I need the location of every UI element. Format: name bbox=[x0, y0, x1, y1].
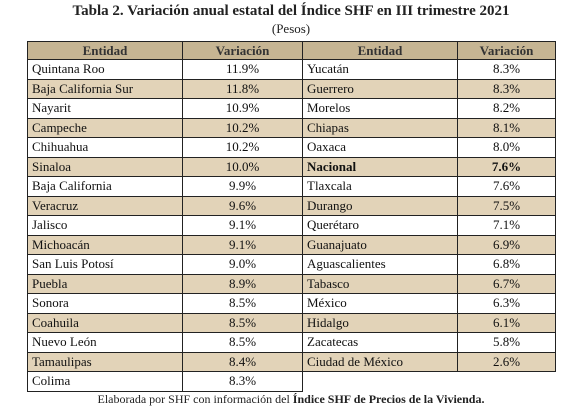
entidad-cell: Morelos bbox=[302, 98, 458, 119]
entidad-cell: Oaxaca bbox=[302, 137, 458, 158]
entidad-cell: Nuevo León bbox=[27, 332, 183, 353]
entidad-cell: Ciudad de México bbox=[302, 351, 458, 372]
footer-source: Índice SHF de Precios de la Vivienda. bbox=[292, 392, 485, 406]
variacion-cell: 8.2% bbox=[457, 98, 556, 119]
entidad-cell: Yucatán bbox=[302, 59, 458, 80]
variacion-cell: 11.8% bbox=[182, 78, 303, 99]
entidad-cell: Guanajuato bbox=[302, 234, 458, 255]
entidad-cell: Nayarit bbox=[27, 98, 183, 119]
entidad-cell: Tabasco bbox=[302, 273, 458, 294]
variacion-cell: 2.6% bbox=[457, 351, 556, 372]
column-header: Variación bbox=[182, 41, 303, 60]
entidad-cell: Querétaro bbox=[302, 215, 458, 236]
variacion-cell: 7.1% bbox=[457, 215, 556, 236]
table-subtitle: (Pesos) bbox=[271, 21, 311, 36]
variacion-cell: 9.6% bbox=[182, 195, 303, 216]
variacion-cell: 8.9% bbox=[182, 273, 303, 294]
variacion-cell: 8.3% bbox=[182, 371, 303, 392]
variacion-cell: 8.5% bbox=[182, 332, 303, 353]
entidad-cell: Michoacán bbox=[27, 234, 183, 255]
variacion-cell: 8.5% bbox=[182, 293, 303, 314]
entidad-cell: Puebla bbox=[27, 273, 183, 294]
variacion-cell: 9.1% bbox=[182, 215, 303, 236]
entidad-cell: Chiapas bbox=[302, 117, 458, 138]
entidad-cell: Tamaulipas bbox=[27, 351, 183, 372]
variacion-cell: 5.8% bbox=[457, 332, 556, 353]
variacion-cell: 9.9% bbox=[182, 176, 303, 197]
column-header: Variación bbox=[457, 41, 556, 60]
variacion-cell: 8.5% bbox=[182, 312, 303, 333]
column-header: Entidad bbox=[27, 41, 183, 60]
entidad-cell: Nacional bbox=[302, 156, 458, 177]
variacion-cell: 11.9% bbox=[182, 59, 303, 80]
variacion-cell: 8.3% bbox=[457, 78, 556, 99]
variacion-cell: 8.0% bbox=[457, 137, 556, 158]
variacion-cell: 9.1% bbox=[182, 234, 303, 255]
entidad-cell: Campeche bbox=[27, 117, 183, 138]
variacion-cell: 7.6% bbox=[457, 156, 556, 177]
entidad-cell: Baja California Sur bbox=[27, 78, 183, 99]
entidad-cell: Durango bbox=[302, 195, 458, 216]
entidad-cell: Aguascalientes bbox=[302, 254, 458, 275]
variacion-cell: 8.4% bbox=[182, 351, 303, 372]
variacion-cell: 6.7% bbox=[457, 273, 556, 294]
variacion-cell: 7.5% bbox=[457, 195, 556, 216]
variacion-cell: 6.9% bbox=[457, 234, 556, 255]
variacion-cell: 8.3% bbox=[457, 59, 556, 80]
entidad-cell: México bbox=[302, 293, 458, 314]
column-header: Entidad bbox=[302, 41, 458, 60]
entidad-cell: San Luis Potosí bbox=[27, 254, 183, 275]
entidad-cell: Baja California bbox=[27, 176, 183, 197]
variacion-cell: 10.9% bbox=[182, 98, 303, 119]
entidad-cell: Zacatecas bbox=[302, 332, 458, 353]
variacion-cell: 8.1% bbox=[457, 117, 556, 138]
entidad-cell: Veracruz bbox=[27, 195, 183, 216]
entidad-cell: Sonora bbox=[27, 293, 183, 314]
entidad-cell: Guerrero bbox=[302, 78, 458, 99]
footer: Elaborada por SHF con información del Ín… bbox=[0, 392, 582, 407]
variacion-cell: 6.3% bbox=[457, 293, 556, 314]
entidad-cell: Sinaloa bbox=[27, 156, 183, 177]
variacion-cell: 9.0% bbox=[182, 254, 303, 275]
entidad-cell: Quintana Roo bbox=[27, 59, 183, 80]
variacion-cell: 10.2% bbox=[182, 137, 303, 158]
variacion-cell: 6.1% bbox=[457, 312, 556, 333]
entidad-cell: Jalisco bbox=[27, 215, 183, 236]
variacion-cell: 10.0% bbox=[182, 156, 303, 177]
variacion-cell: 10.2% bbox=[182, 117, 303, 138]
variacion-cell: 7.6% bbox=[457, 176, 556, 197]
entidad-cell: Coahuila bbox=[27, 312, 183, 333]
entidad-cell: Tlaxcala bbox=[302, 176, 458, 197]
entidad-cell: Colima bbox=[27, 371, 183, 392]
table-title: Tabla 2. Variación anual estatal del Índ… bbox=[72, 3, 510, 19]
entidad-cell: Hidalgo bbox=[302, 312, 458, 333]
variacion-cell: 6.8% bbox=[457, 254, 556, 275]
entidad-cell: Chihuahua bbox=[27, 137, 183, 158]
footer-text: Elaborada por SHF con información del bbox=[97, 392, 293, 406]
